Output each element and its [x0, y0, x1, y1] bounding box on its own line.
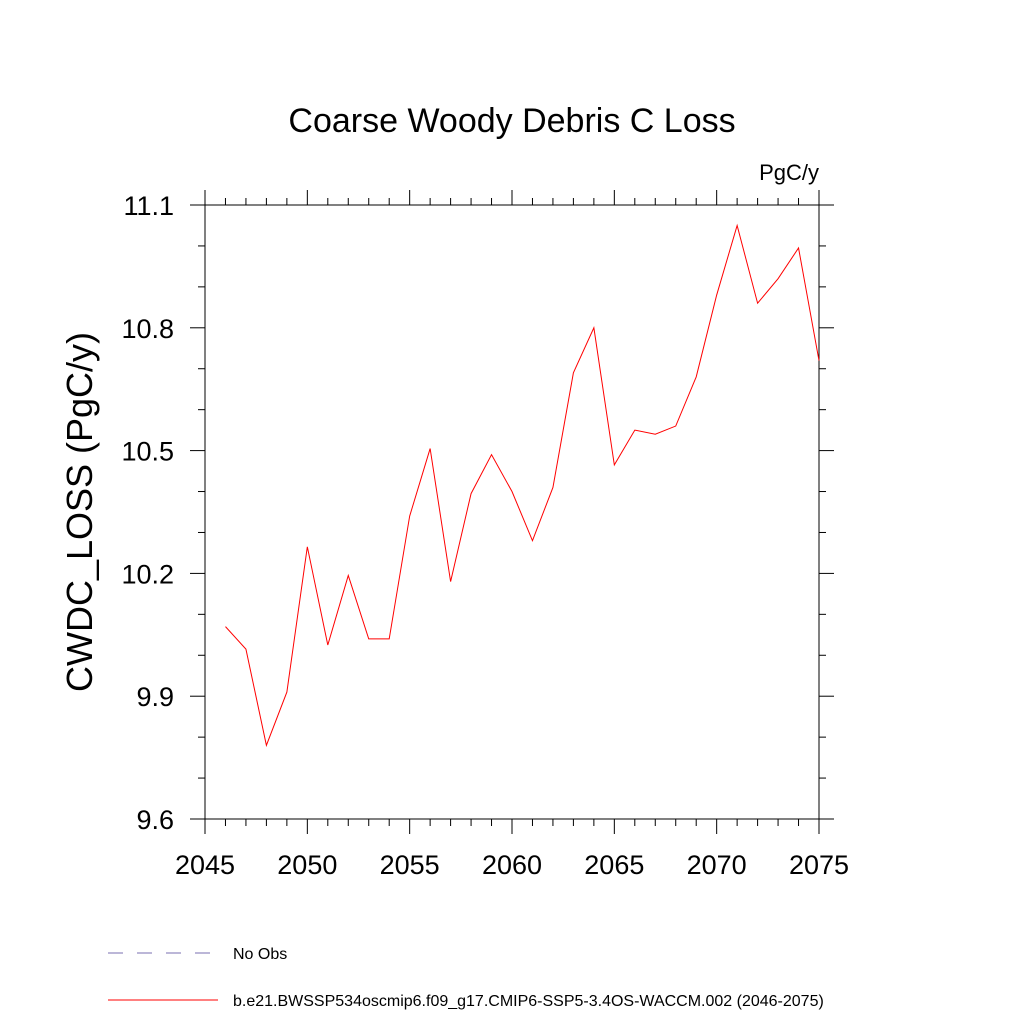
- y-tick-labels: 9.6 9.9 10.2 10.5 10.8 11.1: [121, 191, 174, 835]
- chart-title: Coarse Woody Debris C Loss: [288, 102, 735, 140]
- y-tick-label: 10.8: [121, 314, 174, 344]
- x-tick-label: 2060: [482, 850, 542, 880]
- y-tick-label: 9.9: [136, 682, 174, 712]
- x-tick-label: 2045: [175, 850, 235, 880]
- x-tick-label: 2070: [687, 850, 747, 880]
- units-label: PgC/y: [759, 160, 819, 185]
- y-axis-label: CWDC_LOSS (PgC/y): [59, 332, 100, 692]
- legend-label: b.e21.BWSSP534oscmip6.f09_g17.CMIP6-SSP5…: [233, 993, 824, 1010]
- x-tick-labels: 2045 2050 2055 2060 2065 2070 2075: [175, 850, 849, 880]
- y-tick-label: 9.6: [136, 805, 174, 835]
- y-tick-label: 11.1: [123, 191, 174, 221]
- legend: No Obs b.e21.BWSSP534oscmip6.f09_g17.CMIP…: [108, 946, 824, 1010]
- legend-label: No Obs: [233, 946, 287, 963]
- y-tick-label: 10.5: [121, 437, 174, 467]
- x-tick-label: 2050: [277, 850, 337, 880]
- plot-area-frame: [204, 204, 820, 820]
- y-tick-label: 10.2: [121, 559, 174, 589]
- x-tick-label: 2055: [380, 850, 440, 880]
- series-group: [225, 223, 820, 748]
- x-tick-label: 2065: [584, 850, 644, 880]
- series-line: [225, 223, 820, 748]
- axis-ticks: [190, 190, 834, 834]
- x-tick-label: 2075: [789, 850, 849, 880]
